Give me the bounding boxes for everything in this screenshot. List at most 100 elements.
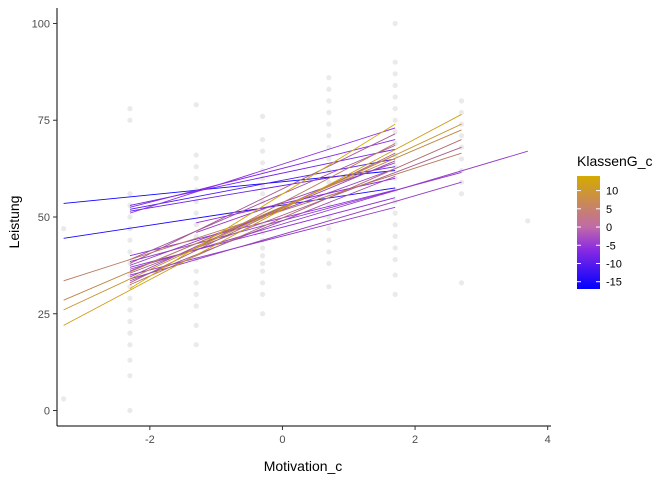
data-point [392, 94, 398, 100]
data-point [458, 144, 465, 150]
data-point [392, 256, 398, 263]
data-point [458, 109, 465, 116]
data-point [392, 210, 398, 216]
data-point [193, 164, 199, 170]
data-point [127, 295, 133, 301]
data-point [127, 357, 133, 363]
data-point [193, 322, 199, 328]
data-point [259, 136, 266, 143]
data-point [259, 245, 266, 251]
legend-colorbar [577, 176, 600, 289]
data-point [259, 191, 266, 197]
data-point [193, 222, 199, 228]
data-point [127, 117, 133, 123]
data-point [127, 307, 133, 313]
legend-label: -5 [606, 240, 616, 252]
regression-line [63, 129, 462, 301]
y-tick-label: 25 [38, 309, 50, 321]
data-point [392, 222, 398, 228]
regression-line [129, 139, 462, 286]
legend-title: KlassenG_c [577, 153, 652, 169]
data-point [61, 226, 67, 232]
legend-label: 10 [606, 186, 618, 198]
x-axis-title: Motivation_c [264, 458, 343, 474]
data-point [458, 98, 465, 104]
data-point [458, 191, 465, 197]
y-axis-title: Leistung [6, 196, 22, 249]
regression-line [63, 123, 462, 311]
data-point [259, 260, 266, 267]
regression-lines [63, 114, 528, 326]
data-point [392, 233, 398, 239]
x-tick-label: 0 [279, 434, 285, 446]
y-tick-label: 0 [44, 406, 50, 418]
x-tick-label: 4 [545, 434, 551, 446]
data-point [127, 318, 133, 325]
data-point [193, 152, 199, 158]
data-point [392, 291, 398, 298]
data-point [326, 260, 332, 267]
data-point [326, 121, 332, 127]
data-point [525, 218, 531, 224]
data-point [193, 280, 199, 286]
data-point [392, 272, 398, 278]
data-point [127, 237, 133, 243]
data-point [193, 102, 199, 108]
data-point [392, 140, 398, 147]
data-point [326, 98, 332, 104]
legend: KlassenG_c 10 5 0 -5 -10 -15 [577, 153, 652, 289]
regression-line [129, 127, 396, 214]
regression-line [196, 143, 396, 249]
regression-line [129, 133, 396, 264]
data-point [259, 175, 266, 181]
regression-line [63, 114, 462, 326]
regression-line [129, 123, 396, 289]
data-point [259, 148, 266, 154]
data-point [392, 71, 398, 77]
data-point [193, 291, 199, 298]
y-tick-label: 100 [32, 18, 50, 30]
data-point [326, 249, 332, 255]
data-point [259, 311, 266, 317]
data-point [326, 167, 332, 174]
data-point [326, 86, 332, 92]
data-point [127, 342, 133, 348]
data-point [259, 113, 266, 119]
regression-line [63, 187, 396, 239]
data-point [193, 268, 199, 274]
regression-line [129, 175, 396, 282]
y-tick-label: 50 [38, 212, 50, 224]
data-point [326, 156, 332, 162]
legend-label: -15 [606, 277, 622, 289]
data-point [193, 175, 199, 181]
regression-line [129, 158, 396, 210]
data-point [326, 226, 332, 232]
data-point [326, 109, 332, 116]
regression-line [129, 139, 396, 208]
data-point [326, 133, 332, 139]
data-point [392, 106, 398, 112]
data-point [127, 330, 133, 336]
data-point [259, 253, 266, 259]
data-point [127, 373, 133, 379]
data-point [127, 407, 133, 414]
data-point [392, 245, 398, 251]
data-point [458, 133, 465, 139]
data-point [259, 268, 266, 274]
data-point [127, 106, 133, 112]
legend-ticks: 10 5 0 -5 -10 -15 [577, 186, 622, 289]
regression-line [129, 144, 396, 260]
data-point [259, 291, 266, 298]
x-tick-label: -2 [145, 434, 155, 446]
data-point [259, 160, 266, 166]
data-point [458, 280, 465, 286]
data-point [193, 210, 199, 216]
data-point [326, 284, 332, 290]
legend-label: 0 [606, 222, 612, 234]
legend-label: -10 [606, 258, 622, 270]
regression-line [129, 150, 528, 270]
data-point [326, 75, 332, 81]
regression-line [129, 166, 396, 212]
legend-label: 5 [606, 204, 612, 216]
